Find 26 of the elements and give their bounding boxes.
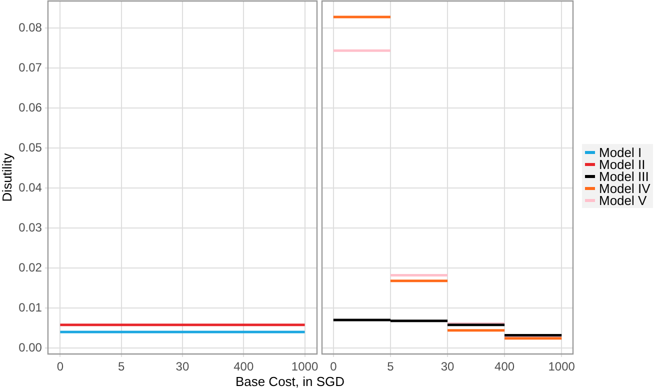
x-tick-label: 1000 xyxy=(291,360,318,374)
x-axis-title: Base Cost, in SGD xyxy=(234,374,346,389)
x-tick-label: 0 xyxy=(56,360,64,374)
legend-label: Model II xyxy=(599,156,646,172)
x-tick-label: 1000 xyxy=(548,360,576,374)
x-tick-label: 5 xyxy=(387,360,394,374)
y-tick-label: 0.06 xyxy=(18,100,42,114)
y-tick-label: 0.01 xyxy=(18,300,42,314)
y-tick-label: 0.08 xyxy=(18,20,42,34)
x-tick-label: 30 xyxy=(176,360,190,374)
x-tick-label: 5 xyxy=(118,360,125,374)
y-axis-title: Disutility xyxy=(0,152,14,202)
x-tick-label: 400 xyxy=(494,360,515,374)
y-tick-label: 0.00 xyxy=(18,340,42,354)
legend-label: Model I xyxy=(599,144,642,160)
y-tick-label: 0.03 xyxy=(18,220,42,234)
x-tick-label: 400 xyxy=(234,360,254,374)
legend-label: Model V xyxy=(599,192,647,208)
legend-label: Model III xyxy=(599,168,649,184)
y-tick-label: 0.07 xyxy=(18,60,42,74)
legend-label: Model IV xyxy=(599,180,650,196)
y-tick-label: 0.02 xyxy=(18,260,42,274)
y-tick-label: 0.04 xyxy=(18,180,42,194)
y-tick-label: 0.05 xyxy=(18,140,42,154)
x-tick-label: 0 xyxy=(330,360,338,374)
x-tick-label: 30 xyxy=(440,360,454,374)
